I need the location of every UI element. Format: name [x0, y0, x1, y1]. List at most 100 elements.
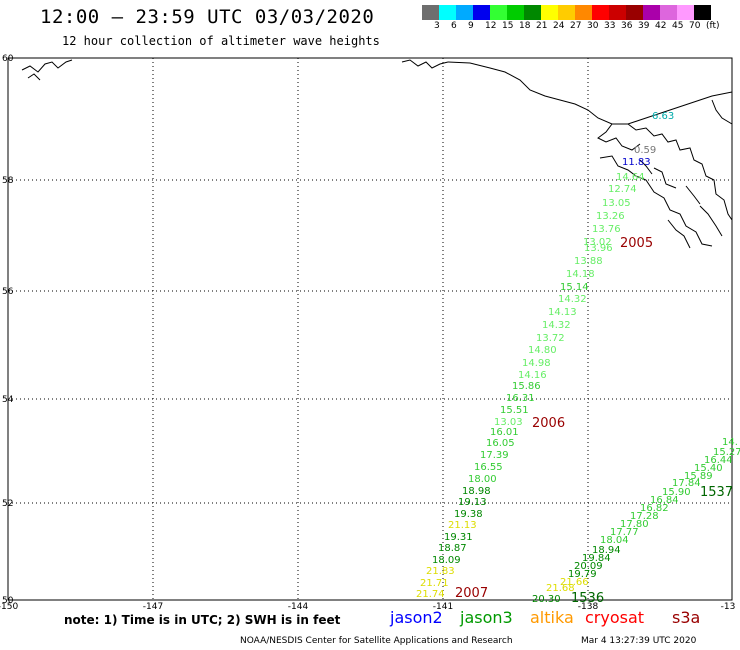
- color-scale-swatch: [626, 5, 643, 20]
- wave-height-label: 16.44: [704, 455, 733, 466]
- wave-height-label: 20.09: [574, 561, 603, 572]
- coastline-segment: [447, 61, 733, 125]
- wave-height-label: 16.31: [506, 393, 535, 404]
- wave-height-label: 15.86: [512, 381, 541, 392]
- track-id-label: 2006: [532, 416, 565, 431]
- wave-height-label: 18.87: [438, 543, 467, 554]
- latitude-label: 50: [2, 596, 14, 606]
- track-id-label: 2005: [620, 236, 653, 251]
- wave-height-label: 16.84: [650, 495, 679, 506]
- wave-height-label: 21.68: [546, 583, 575, 594]
- color-scale-label: 30: [587, 21, 599, 31]
- color-scale-swatch: [592, 5, 609, 20]
- wave-height-label: 18.04: [600, 535, 629, 546]
- color-scale-swatch: [609, 5, 626, 20]
- color-scale-label: 42: [655, 21, 667, 31]
- wave-height-label: 17.80: [620, 519, 649, 530]
- color-scale-swatch: [422, 5, 439, 20]
- longitude-label: -147: [143, 602, 163, 612]
- wave-height-label: 21.71: [420, 578, 449, 589]
- color-scale-label: 39: [638, 21, 650, 31]
- latitude-label: 58: [2, 176, 14, 186]
- coastline-segment: [21, 59, 73, 73]
- wave-height-label: 17.84: [672, 478, 701, 489]
- wave-height-label: 18.94: [592, 545, 621, 556]
- color-scale-label: 18: [519, 21, 531, 31]
- coastline-segment: [599, 155, 713, 247]
- wave-height-label: 18.98: [462, 486, 491, 497]
- wave-height-label: 21.13: [448, 520, 477, 531]
- color-scale-swatch: [456, 5, 473, 20]
- wave-height-label: 19.31: [444, 532, 473, 543]
- wave-height-label: 16.55: [474, 462, 503, 473]
- wave-height-label: 0.59: [634, 145, 656, 156]
- wave-height-label: 16.82: [640, 503, 669, 514]
- map-frame: [7, 57, 733, 601]
- color-scale-label: 3: [434, 21, 440, 31]
- color-scale-label: 33: [604, 21, 616, 31]
- latitude-label: 56: [2, 287, 14, 297]
- wave-height-label: 15.40: [694, 463, 723, 474]
- wave-height-label: 14.13: [548, 307, 577, 318]
- color-scale-label: 9: [468, 21, 474, 31]
- color-scale-swatch: [490, 5, 507, 20]
- color-scale-swatch: [558, 5, 575, 20]
- wave-height-label: 12.74: [608, 184, 637, 195]
- color-scale-swatch: [541, 5, 558, 20]
- wave-height-label: 14.32: [542, 320, 571, 331]
- color-scale-label: 6: [451, 21, 457, 31]
- coastline-segment: [653, 167, 677, 189]
- wave-height-label: 15.90: [662, 487, 691, 498]
- satellite-legend-s3a: s3a: [672, 608, 701, 627]
- latitude-label: 54: [2, 395, 14, 405]
- wave-height-label: 13.02: [583, 237, 612, 248]
- wave-height-label: 19.79: [568, 569, 597, 580]
- wave-height-label: 14.: [722, 437, 738, 448]
- credit-text: NOAA/NESDIS Center for Satellite Applica…: [240, 636, 513, 646]
- latitude-label: 60: [2, 54, 14, 64]
- wave-height-label: 17.77: [610, 527, 639, 538]
- wave-height-label: 17.28: [630, 511, 659, 522]
- track-id-label: 1536: [571, 591, 604, 606]
- wave-height-label: 20.30: [532, 594, 561, 605]
- wave-height-label: 14.16: [518, 370, 547, 381]
- wave-height-label: 16.05: [486, 438, 515, 449]
- wave-height-label: 13.72: [536, 333, 565, 344]
- wave-height-label: 16.01: [490, 427, 519, 438]
- color-scale-swatch: [524, 5, 541, 20]
- wave-height-label: 14.98: [522, 358, 551, 369]
- color-scale-swatch: [473, 5, 490, 20]
- longitude-label: -144: [288, 602, 309, 612]
- wave-height-label: 17.39: [480, 450, 509, 461]
- wave-height-label: 15.27: [713, 447, 740, 458]
- track-labels: 2005 2006 2007 1537 1536: [455, 236, 733, 606]
- wave-height-label: 11.83: [622, 157, 651, 168]
- color-scale-label: 45: [672, 21, 684, 31]
- wave-height-label: 15.14: [560, 282, 589, 293]
- wave-height-label: 21.66: [560, 577, 589, 588]
- wave-height-label: 13.05: [602, 198, 631, 209]
- coastline: [21, 59, 733, 249]
- wave-height-label: 15.89: [684, 471, 713, 482]
- coastline-segment: [667, 219, 691, 249]
- satellite-legend-jason3: jason3: [460, 608, 513, 627]
- wave-height-label: 19.84: [582, 553, 611, 564]
- color-scale-label: 21: [536, 21, 548, 31]
- wave-height-label: 18.00: [468, 474, 497, 485]
- color-scale-label: 15: [502, 21, 514, 31]
- map-subtitle: 12 hour collection of altimeter wave hei…: [62, 34, 380, 48]
- color-scale-swatch: [643, 5, 660, 20]
- map-title: 12:00 – 23:59 UTC 03/03/2020: [40, 6, 375, 28]
- satellite-legend-jason2: jason2: [390, 608, 443, 627]
- wave-height-label: 19.13: [458, 497, 487, 508]
- longitude-label: -13: [721, 602, 736, 612]
- credit-timestamp: Mar 4 13:27:39 UTC 2020: [581, 636, 697, 646]
- color-scale-swatch: [694, 5, 711, 20]
- color-scale-swatch: [677, 5, 694, 20]
- wave-height-label: 13.76: [592, 224, 621, 235]
- color-scale-swatch: [575, 5, 592, 20]
- coastline-segment: [711, 99, 733, 125]
- longitude-label: -150: [0, 602, 18, 612]
